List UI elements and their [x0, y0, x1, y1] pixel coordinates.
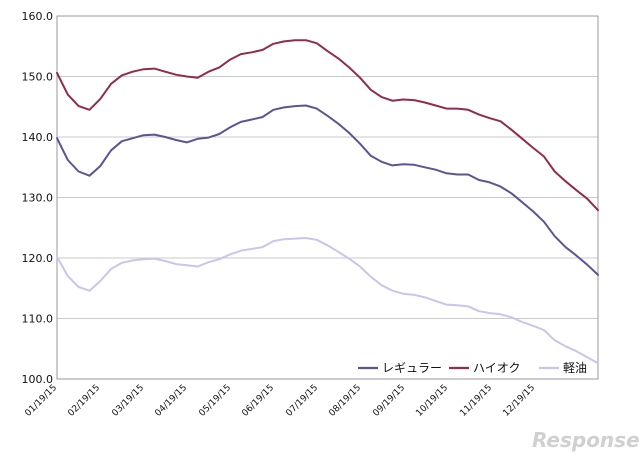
y-tick-label: 120.0	[22, 252, 54, 265]
y-tick-label: 150.0	[22, 71, 54, 84]
y-tick-label: 110.0	[22, 313, 54, 326]
series-line-2	[56, 39, 599, 212]
y-tick-label: 130.0	[22, 192, 54, 205]
x-tick-label: 01/19/15	[23, 383, 59, 419]
plot-frame	[56, 15, 599, 380]
x-axis: 01/19/15 02/19/15 03/19/15 04/19/15 05/19/15…	[23, 383, 537, 419]
series-line-3	[56, 237, 599, 365]
series-layer	[56, 39, 599, 365]
legend-label: 軽油	[563, 361, 587, 375]
legend: レギュラー ハイオク 軽油	[358, 361, 587, 375]
x-tick-label: 07/19/15	[284, 383, 320, 419]
x-tick-label: 04/19/15	[153, 383, 189, 419]
y-axis: 100.0 110.0 120.0 130.0 140.0 150.0 160.0	[22, 10, 54, 386]
x-tick-label: 09/19/15	[371, 383, 407, 419]
legend-label: ハイオク	[473, 361, 521, 375]
x-tick-label: 11/19/15	[458, 383, 494, 419]
watermark-logo: Response.	[532, 428, 640, 452]
y-tick-label: 100.0	[22, 373, 54, 386]
y-tick-label: 140.0	[22, 131, 54, 144]
x-tick-label: 08/19/15	[327, 383, 363, 419]
x-tick-label: 02/19/15	[66, 383, 102, 419]
x-tick-label: 05/19/15	[197, 383, 233, 419]
x-tick-label: 06/19/15	[240, 383, 276, 419]
grid-layer	[57, 76, 598, 319]
x-tick-label: 10/19/15	[414, 383, 450, 419]
series-line-1	[56, 104, 599, 276]
x-tick-label: 12/19/15	[501, 383, 537, 419]
x-tick-label: 03/19/15	[110, 383, 146, 419]
legend-label: レギュラー	[382, 361, 442, 375]
y-tick-label: 160.0	[22, 10, 54, 23]
